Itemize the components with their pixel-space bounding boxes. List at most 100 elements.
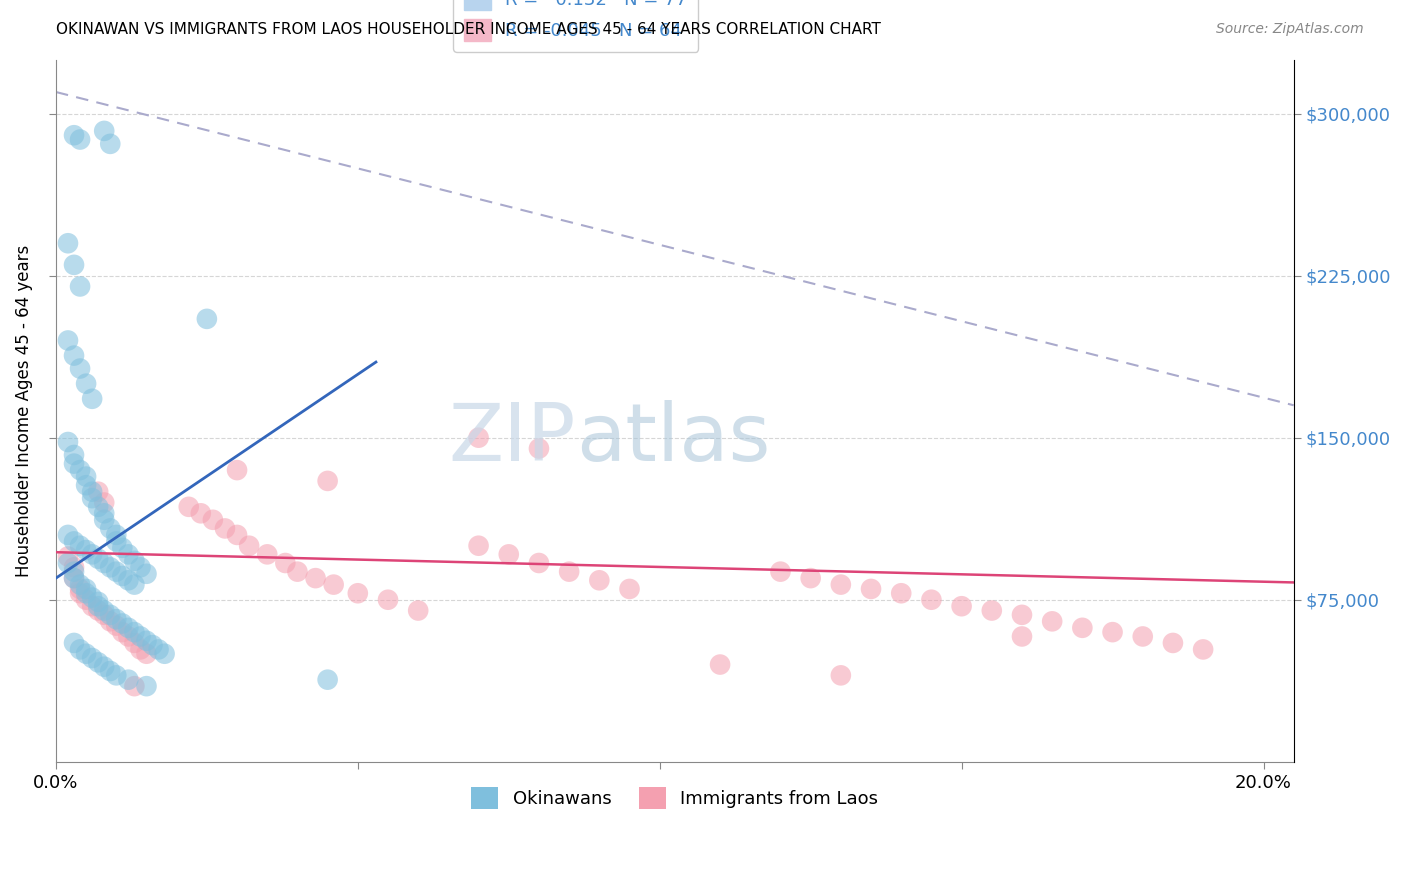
Point <box>527 556 550 570</box>
Point <box>153 647 176 661</box>
Point <box>98 560 121 574</box>
Point <box>82 392 104 406</box>
Point <box>467 539 489 553</box>
Point <box>105 618 128 632</box>
Point <box>63 534 86 549</box>
Point <box>63 258 86 272</box>
Point <box>63 571 86 585</box>
Point <box>87 484 110 499</box>
Point <box>82 484 104 499</box>
Point <box>87 500 110 514</box>
Point <box>93 603 115 617</box>
Point <box>377 592 399 607</box>
Point <box>1011 630 1033 644</box>
Point <box>93 506 115 520</box>
Point <box>1161 636 1184 650</box>
Point <box>75 478 97 492</box>
Point <box>135 679 157 693</box>
Point <box>117 574 139 588</box>
Point <box>226 463 249 477</box>
Point <box>860 582 883 596</box>
Point <box>1101 625 1123 640</box>
Point <box>56 435 79 450</box>
Point <box>274 556 297 570</box>
Point <box>87 603 110 617</box>
Point <box>82 591 104 605</box>
Point <box>117 673 139 687</box>
Point <box>69 463 91 477</box>
Point <box>111 625 134 640</box>
Point <box>1071 621 1094 635</box>
Point <box>619 582 641 596</box>
Point <box>63 636 86 650</box>
Point <box>82 599 104 614</box>
Point <box>105 565 128 579</box>
Point <box>93 513 115 527</box>
Point <box>111 541 134 555</box>
Point <box>1192 642 1215 657</box>
Point <box>1011 607 1033 622</box>
Point <box>56 556 79 570</box>
Point <box>709 657 731 672</box>
Point <box>124 577 146 591</box>
Point <box>920 592 942 607</box>
Point <box>69 577 91 591</box>
Point <box>406 603 429 617</box>
Point <box>87 595 110 609</box>
Point <box>93 659 115 673</box>
Point <box>63 565 86 579</box>
Point <box>56 528 79 542</box>
Point <box>141 638 163 652</box>
Point <box>527 442 550 456</box>
Point <box>256 547 278 561</box>
Point <box>129 560 152 574</box>
Point <box>346 586 368 600</box>
Point <box>950 599 973 614</box>
Point <box>98 521 121 535</box>
Point <box>69 279 91 293</box>
Point <box>135 633 157 648</box>
Point <box>238 539 260 553</box>
Point <box>124 636 146 650</box>
Point <box>75 586 97 600</box>
Point <box>93 124 115 138</box>
Point <box>769 565 792 579</box>
Point <box>498 547 520 561</box>
Point <box>98 136 121 151</box>
Point <box>93 607 115 622</box>
Point <box>124 554 146 568</box>
Point <box>63 448 86 462</box>
Point <box>63 457 86 471</box>
Point <box>63 349 86 363</box>
Point <box>75 592 97 607</box>
Point <box>1040 615 1063 629</box>
Point <box>195 311 218 326</box>
Point <box>93 556 115 570</box>
Point <box>105 528 128 542</box>
Point <box>105 612 128 626</box>
Point <box>148 642 170 657</box>
Point <box>63 571 86 585</box>
Point <box>69 361 91 376</box>
Point <box>87 656 110 670</box>
Point <box>135 647 157 661</box>
Point <box>56 236 79 251</box>
Point <box>117 621 139 635</box>
Point <box>201 513 224 527</box>
Point <box>75 543 97 558</box>
Point <box>63 128 86 143</box>
Point <box>69 642 91 657</box>
Point <box>105 668 128 682</box>
Point <box>56 334 79 348</box>
Point <box>56 549 79 564</box>
Point <box>98 615 121 629</box>
Point <box>214 521 236 535</box>
Point <box>287 565 309 579</box>
Point <box>124 625 146 640</box>
Point <box>177 500 200 514</box>
Point <box>558 565 581 579</box>
Point <box>82 547 104 561</box>
Point <box>69 586 91 600</box>
Point <box>316 474 339 488</box>
Point <box>69 132 91 146</box>
